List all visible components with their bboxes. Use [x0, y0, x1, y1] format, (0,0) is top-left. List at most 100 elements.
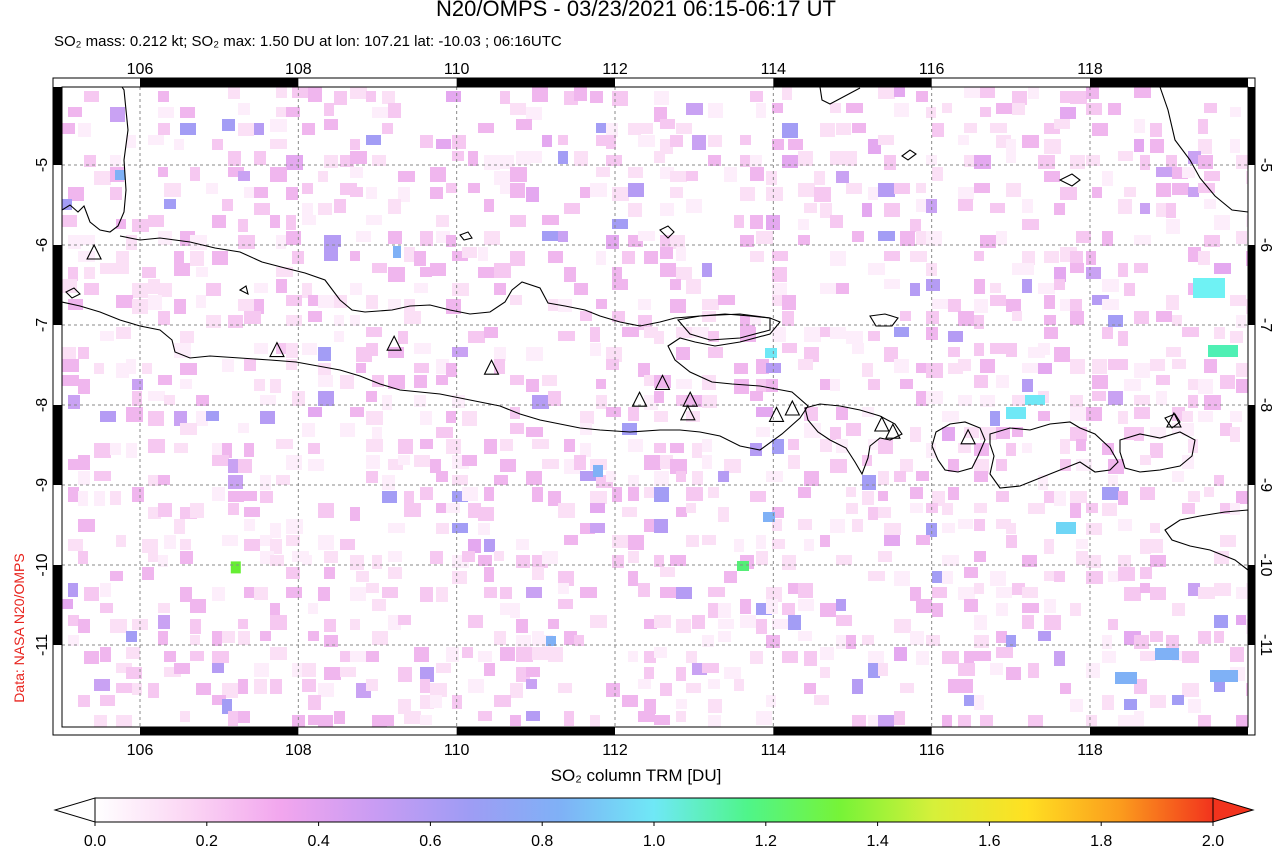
so2-pixel: [196, 411, 208, 426]
so2-pixel: [100, 331, 114, 341]
so2-pixel: [1188, 491, 1200, 502]
so2-pixel: [660, 263, 676, 277]
so2-pixel: [740, 135, 751, 145]
so2-pixel: [270, 615, 287, 630]
so2-pixel: [62, 215, 77, 227]
so2-pixel: [926, 443, 936, 458]
so2-pixel: [1108, 103, 1121, 115]
so2-pixel: [430, 683, 447, 697]
so2-pixel: [1092, 187, 1102, 198]
so2-pixel: [158, 603, 170, 613]
so2-pixel: [366, 215, 382, 225]
so2-pixel: [702, 663, 719, 673]
so2-pixel: [910, 487, 923, 499]
so2-pixel: [500, 587, 512, 599]
so2-pixel: [1124, 379, 1141, 391]
so2-pixel: [676, 711, 686, 722]
lat-label-right: -11: [1257, 634, 1272, 656]
so2-pixel: [1044, 571, 1059, 581]
lon-label-top: 110: [444, 61, 470, 78]
so2-pixel: [158, 615, 170, 629]
so2-pixel: [868, 571, 885, 581]
so2-pixel: [894, 183, 910, 194]
so2-pixel: [564, 711, 574, 726]
so2-pixel: [750, 391, 763, 401]
so2-pixel: [414, 363, 429, 373]
so2-pixel: [334, 315, 344, 326]
so2-pixel: [318, 715, 333, 727]
so2-pixel: [1246, 171, 1248, 184]
so2-pixel: [1150, 631, 1163, 642]
so2-pixel: [1204, 235, 1220, 247]
so2-pixel: [68, 395, 80, 409]
so2-pixel: [926, 107, 936, 118]
so2-pixel: [1172, 407, 1185, 421]
so2-pixel: [596, 395, 607, 409]
so2-pixel: [558, 583, 569, 594]
so2-pixel: [1054, 651, 1065, 666]
lat-label-left: -9: [34, 478, 51, 492]
so2-pixel: [1022, 199, 1033, 213]
so2-pixel: [222, 535, 238, 546]
so2-pixel: [708, 155, 721, 166]
volcano-icon: [631, 390, 648, 407]
so2-pixel: [798, 583, 813, 598]
so2-pixel: [878, 183, 895, 197]
coast-kangean: [869, 313, 899, 327]
so2-pixel: [1134, 407, 1150, 419]
so2-pixel: [1150, 539, 1163, 553]
so2-pixel: [270, 679, 282, 694]
so2-pixel: [68, 635, 79, 646]
so2-pixel: [388, 347, 404, 358]
so2-pixel: [270, 555, 284, 566]
lon-label-top: 108: [285, 61, 312, 78]
so2-pixel: [244, 539, 260, 551]
so2-pixel: [526, 151, 542, 163]
so2-pixel: [478, 711, 492, 721]
so2-pixel: [446, 439, 461, 454]
frame-segment: [773, 727, 932, 735]
so2-pixel: [916, 363, 927, 373]
so2-pixel: [846, 503, 858, 514]
so2-pixel: [286, 343, 298, 358]
so2-pixel: [996, 103, 1013, 114]
so2-pixel: [596, 167, 610, 177]
so2-pixel: [398, 439, 413, 454]
so2-pixel: [974, 459, 989, 474]
so2-pixel: [1044, 599, 1056, 613]
so2-pixel: [558, 135, 568, 145]
so2-pixel: [1134, 119, 1145, 133]
so2-pixel: [868, 651, 884, 663]
so2-pixel: [526, 711, 540, 721]
so2-pixel: [1150, 123, 1162, 137]
so2-pixel: [1118, 715, 1134, 726]
so2-pixel: [366, 439, 383, 452]
so2-pixel: [1198, 631, 1211, 644]
so2-pixel: [420, 715, 432, 725]
so2-pixel: [1236, 315, 1246, 328]
map-frame: [52, 77, 1256, 736]
so2-pixel: [654, 391, 664, 403]
so2-pixel: [116, 363, 129, 378]
so2-pixel: [1124, 587, 1141, 601]
so2-pixel: [446, 647, 459, 662]
so2-pixel: [398, 331, 408, 344]
so2-pixel-high: [737, 561, 749, 571]
so2-pixel: [148, 411, 164, 426]
so2-pixel: [212, 139, 223, 150]
so2-pixel: [78, 347, 89, 359]
so2-pixel: [174, 299, 186, 314]
so2-pixel: [372, 263, 387, 273]
so2-pixel: [1012, 583, 1025, 595]
so2-pixel: [702, 299, 719, 310]
so2-pixel: [1118, 331, 1128, 346]
so2-pixel: [1086, 663, 1100, 678]
so2-pixel: [356, 363, 366, 373]
so2-pixel: [532, 487, 543, 502]
so2-pixel: [1140, 567, 1152, 579]
so2-pixel: [62, 359, 79, 372]
so2-pixel: [1022, 135, 1039, 148]
so2-pixel: [1086, 251, 1096, 265]
so2-pixel: [1182, 455, 1194, 469]
so2-pixel: [1230, 411, 1242, 422]
